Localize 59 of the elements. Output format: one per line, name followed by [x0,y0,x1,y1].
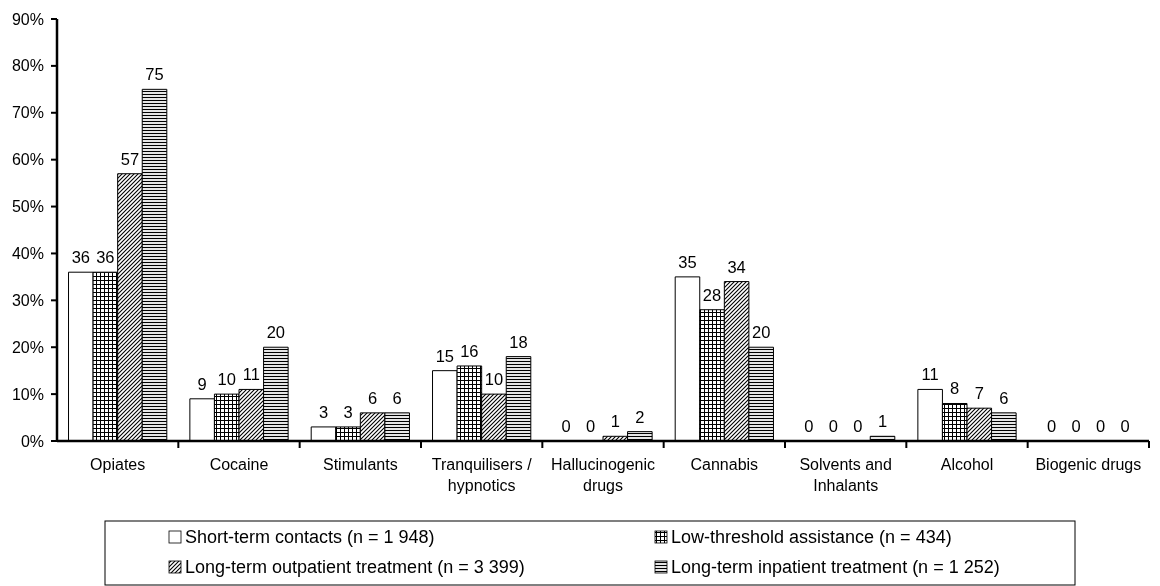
y-tick-label: 20% [11,338,44,356]
y-tick-label: 50% [11,198,44,216]
data-label: 0 [1096,417,1106,435]
data-label: 7 [974,384,984,403]
data-label: 0 [828,417,838,435]
data-label: 8 [950,379,960,398]
y-tick-label: 30% [11,291,44,309]
data-label: 11 [242,365,260,384]
x-tick-label: Solvents and Inhalants [799,456,892,494]
data-label: 10 [484,370,504,389]
data-label: 36 [96,248,115,267]
data-label: 2 [635,407,645,426]
data-label: 1 [610,412,620,431]
data-label: 15 [435,346,454,365]
data-label: 11 [921,365,939,384]
data-label: 0 [561,417,571,435]
legend-label: Low-threshold assistance (n = 434) [671,527,952,548]
y-tick-label: 60% [11,151,44,169]
data-label: 20 [266,323,286,342]
x-tick-label: Cocaine [209,456,269,473]
legend-label: Long-term outpatient treatment (n = 3 399) [185,557,525,578]
data-label: 20 [752,323,771,342]
x-tick-label: Stimulants [322,456,398,473]
y-tick-label: 90% [11,10,44,28]
data-label: 6 [368,388,378,407]
data-label: 18 [509,332,528,351]
data-label: 1 [877,412,888,431]
y-tick-label: 80% [11,57,44,75]
y-tick-label: 70% [11,104,44,122]
data-label: 0 [1120,417,1130,435]
x-tick-label: Hallucinogenic drugs [550,456,656,494]
data-label: 0 [804,417,814,435]
legend-label: Short-term contacts (n = 1 948) [185,527,435,548]
data-label: 6 [392,388,402,407]
data-label: 10 [217,370,236,389]
data-label: 36 [71,248,90,267]
data-label: 75 [145,65,164,84]
data-label: 57 [120,149,140,168]
x-tick-label: Alcohol [940,456,994,473]
data-label: 0 [1071,417,1081,435]
data-label: 16 [460,341,479,360]
data-label: 9 [197,374,207,393]
x-tick-label: Tranquilisers / hypnotics [431,456,533,494]
y-tick-label: 0% [20,432,44,450]
y-tick-label: 40% [11,245,44,263]
data-label: 0 [853,417,863,435]
y-tick-label: 10% [11,385,44,403]
data-label: 0 [1046,417,1057,435]
data-label: 3 [343,402,353,421]
data-label: 6 [999,388,1009,407]
data-label: 0 [586,417,596,435]
data-label: 3 [318,402,329,421]
data-label: 34 [727,257,746,276]
data-label: 28 [702,285,722,304]
data-label: 35 [678,252,697,271]
x-tick-label: Opiates [90,456,146,473]
legend-label: Long-term inpatient treatment (n = 1 252) [671,557,1000,578]
x-tick-label: Cannabis [690,456,759,473]
x-tick-label: Biogenic drugs [1035,456,1142,473]
